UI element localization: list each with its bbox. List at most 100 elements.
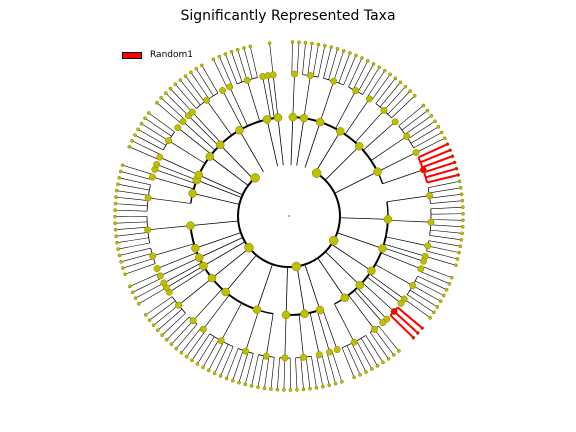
leaf-node [333,381,338,386]
family-node [148,173,156,181]
leaf-edge [202,339,220,368]
family-node [419,166,427,174]
family-edge [370,136,407,161]
leaf-node [455,257,460,261]
leaf-node [438,299,443,304]
leaf-edge [417,143,448,159]
leaf-edge [407,294,435,313]
leaf-node [128,284,132,289]
leaf-node [139,121,144,126]
leaf-node [420,326,424,330]
leaf-edge [360,338,378,366]
class-node [367,266,376,276]
class-edge [296,266,306,314]
leaf-node [382,68,387,73]
leaf-node [119,259,123,264]
leaf-node [375,363,380,368]
family-edge [387,219,431,223]
class-node [252,305,262,314]
family-edge [362,282,395,312]
family-edge [147,225,191,231]
leaf-node [183,74,188,78]
leaf-node [329,45,334,50]
leaf-node [393,76,398,81]
leaf-edge [191,333,211,361]
leaf-edge [429,193,462,199]
class-edge [192,192,240,205]
phylum-node [311,168,322,178]
class-edge [211,247,250,279]
class-edge [317,257,346,298]
leaf-node [439,130,444,135]
leaf-node [249,384,254,388]
leaf-edge [378,325,400,352]
leaf-node [248,44,253,49]
leaf-node [432,310,436,315]
leaf-node [461,211,465,216]
family-node [262,352,270,360]
leaf-node [121,266,125,270]
class-edge [296,118,305,166]
family-node [380,106,388,114]
leaf-node [365,59,370,63]
phylum-node [250,173,260,183]
leaf-edge [415,138,445,153]
leaf-node [117,253,122,258]
phylum-arc [292,116,379,173]
family-edge [148,197,191,204]
leaf-node [364,370,368,374]
leaf-edge [323,47,332,79]
leaf-node [218,374,223,378]
class-edge [195,232,241,249]
class-edge [285,266,288,315]
leaf-node [201,365,205,370]
leaf-node [242,46,246,50]
class-edge [304,264,321,311]
legend-swatch-random1 [122,51,142,59]
class-node [194,253,204,262]
family-edge [222,90,243,129]
leaf-edge [141,123,169,141]
leaf-node [445,142,450,147]
leaf-edge [219,56,233,86]
class-edge [256,264,273,310]
leaf-node [341,48,346,53]
leaf-edge [119,247,151,256]
family-edge [168,268,206,293]
leaf-edge [115,196,148,201]
leaf-edge [135,282,164,299]
class-node [188,189,197,198]
leaf-node [115,240,119,245]
leaf-node [230,378,235,383]
leaf-edge [389,314,415,339]
leaf-edge [321,354,330,386]
leaf-node [459,192,464,197]
family-node [179,118,187,126]
leaf-edge [131,140,162,155]
family-node [269,71,277,79]
family-edge [369,273,405,300]
legend: Random1 [122,50,193,60]
leaf-edge [412,285,441,302]
root-arc [237,172,341,268]
family-node [403,133,411,140]
leaf-edge [213,59,228,89]
family-edge [354,110,385,143]
leaf-node [371,62,376,66]
class-edge [331,243,372,272]
class-node [207,273,217,283]
leaf-edge [122,164,154,175]
class-node [205,152,215,161]
leaf-node [217,54,222,59]
leaf-edge [356,340,373,370]
leaf-edge [296,42,300,75]
family-node [156,272,164,280]
leaf-edge [270,357,275,390]
leaf-edge [369,332,389,359]
leaf-edge [181,327,202,353]
leaf-node [206,368,211,373]
leaf-node [454,263,458,268]
leaf-edge [383,86,406,111]
family-node [165,137,173,145]
